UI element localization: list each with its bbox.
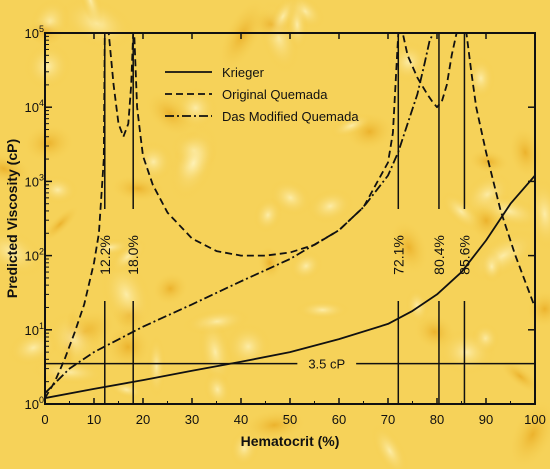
series-krieger (45, 174, 535, 399)
texture-blob (286, 0, 308, 51)
texture-blob (147, 335, 166, 398)
x-tick-label: 80 (430, 412, 444, 427)
texture-blob (440, 191, 482, 231)
critical-hematocrit-label: 12.2% (97, 235, 113, 275)
texture-blob (169, 125, 218, 201)
critical-hematocrit-label: 85.6% (456, 235, 472, 275)
x-tick-label: 50 (283, 412, 297, 427)
texture-blob (145, 92, 194, 136)
x-tick-label: 20 (136, 412, 150, 427)
texture-blob (371, 424, 409, 469)
critical-hematocrit-label: 18.0% (125, 235, 141, 275)
critical-hematocrit-label: 80.4% (431, 235, 447, 275)
series-das-modified-quemada (45, 33, 437, 394)
texture-blob (229, 429, 260, 468)
texture-blob (499, 359, 541, 394)
texture-blob (77, 0, 104, 30)
x-tick-label: 0 (41, 412, 48, 427)
x-tick-label: 30 (185, 412, 199, 427)
critical-hematocrit-label: 72.1% (390, 235, 406, 275)
x-tick-label: 60 (332, 412, 346, 427)
texture-blob (295, 300, 350, 320)
texture-blob (329, 113, 374, 138)
texture-blob (23, 124, 74, 163)
x-axis-title: Hematocrit (%) (241, 433, 340, 449)
texture-blob (0, 227, 45, 277)
threshold-label: 3.5 cP (308, 357, 345, 372)
y-tick-label: 101 (25, 321, 44, 338)
texture-blob (389, 220, 429, 274)
y-axis-title: Predicted Viscosity (cP) (4, 139, 20, 298)
plot-area (45, 33, 535, 404)
x-tick-label: 70 (381, 412, 395, 427)
legend-label: Original Quemada (222, 87, 328, 102)
y-tick-label: 105 (25, 24, 44, 41)
texture-blob (47, 312, 100, 367)
texture-blob (405, 288, 430, 324)
texture-blob (508, 127, 542, 178)
texture-blob (41, 206, 79, 243)
texture-blob (253, 197, 283, 233)
texture-blob (105, 325, 151, 370)
texture-blob (473, 193, 544, 229)
texture-blob (0, 152, 33, 186)
y-tick-label: 103 (25, 172, 44, 189)
texture-blob (242, 409, 306, 441)
texture-blob (198, 318, 233, 386)
texture-blob (88, 238, 133, 257)
texture-blob (508, 400, 550, 469)
texture-blob (306, 188, 354, 224)
x-tick-label: 100 (524, 412, 546, 427)
y-tick-label: 102 (25, 247, 44, 264)
legend-label: Das Modified Quemada (222, 109, 359, 124)
x-tick-label: 40 (234, 412, 248, 427)
x-tick-label: 90 (479, 412, 493, 427)
y-tick-label: 100 (25, 395, 44, 412)
texture-blob (101, 258, 152, 331)
texture-blob (37, 175, 78, 205)
texture-blob (152, 272, 189, 305)
texture-blob (203, 371, 232, 408)
legend-label: Krieger (222, 65, 265, 80)
texture-blob (289, 250, 323, 282)
texture-blob (24, 43, 72, 90)
x-tick-label: 10 (87, 412, 101, 427)
texture-blob (218, 0, 266, 72)
texture-blob (133, 141, 174, 182)
y-tick-label: 104 (25, 98, 44, 115)
texture-blob (481, 250, 503, 283)
